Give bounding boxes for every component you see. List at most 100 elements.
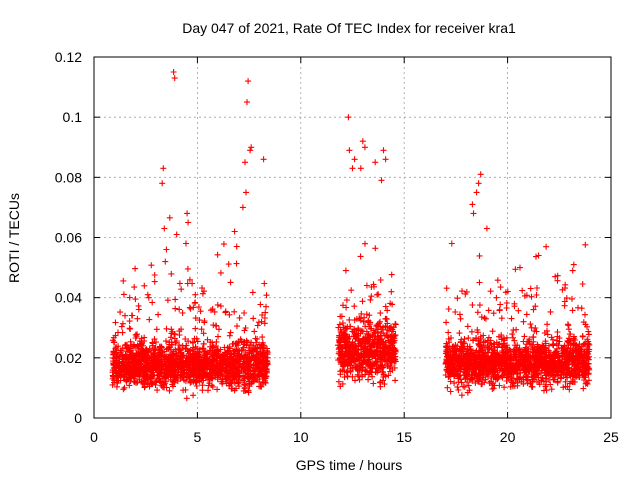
data-point xyxy=(368,293,375,300)
data-point xyxy=(392,377,399,384)
data-point xyxy=(259,339,266,346)
data-point xyxy=(242,366,249,373)
data-point xyxy=(263,358,269,364)
data-point xyxy=(489,386,496,392)
data-point xyxy=(247,357,254,364)
data-point xyxy=(528,383,535,390)
data-point xyxy=(467,356,474,363)
data-point xyxy=(234,356,241,362)
data-point xyxy=(554,379,561,386)
data-point xyxy=(494,376,501,383)
data-point xyxy=(519,287,526,294)
data-point xyxy=(454,295,461,302)
data-point xyxy=(392,320,399,327)
data-point xyxy=(479,368,486,375)
data-point xyxy=(476,252,483,259)
data-point xyxy=(566,331,573,338)
data-point xyxy=(189,280,196,287)
data-point xyxy=(502,350,509,357)
data-point xyxy=(338,344,345,351)
data-point xyxy=(544,321,551,328)
data-point xyxy=(362,334,369,341)
x-tick-label: 5 xyxy=(194,429,202,445)
data-point xyxy=(561,298,568,305)
data-point xyxy=(118,347,125,354)
data-point xyxy=(115,363,122,370)
data-point xyxy=(378,330,385,337)
data-point xyxy=(170,69,177,75)
data-point xyxy=(564,321,571,328)
data-point xyxy=(192,367,199,374)
data-point xyxy=(209,371,216,378)
data-point xyxy=(543,387,550,394)
data-point xyxy=(478,345,485,352)
data-point xyxy=(171,330,178,337)
data-point xyxy=(346,316,353,323)
data-point xyxy=(145,294,152,301)
data-point xyxy=(372,159,379,166)
data-point xyxy=(184,265,191,272)
data-point xyxy=(148,262,155,269)
data-point xyxy=(485,307,492,314)
data-point xyxy=(168,341,175,348)
data-point xyxy=(337,313,344,320)
data-point xyxy=(580,362,587,369)
data-point xyxy=(232,359,239,366)
data-point xyxy=(136,373,143,380)
y-tick-label: 0.08 xyxy=(55,169,82,185)
data-point xyxy=(533,253,539,260)
data-point xyxy=(226,332,233,339)
data-point xyxy=(238,338,245,344)
data-point xyxy=(264,347,270,354)
data-point xyxy=(173,356,180,362)
data-point xyxy=(159,384,166,391)
data-point xyxy=(358,327,365,334)
data-point xyxy=(206,375,213,382)
data-point xyxy=(125,356,131,363)
data-point xyxy=(501,337,508,344)
data-point xyxy=(360,346,367,353)
data-point xyxy=(183,346,189,353)
data-point xyxy=(132,335,139,341)
data-point xyxy=(473,189,480,196)
data-point xyxy=(458,392,465,399)
data-point xyxy=(516,353,523,360)
data-point xyxy=(497,284,504,291)
data-point xyxy=(239,346,246,353)
data-point xyxy=(457,348,464,355)
data-point xyxy=(251,366,258,372)
data-point xyxy=(476,302,483,309)
data-point xyxy=(562,365,569,371)
data-point xyxy=(376,320,383,327)
data-point xyxy=(198,377,205,384)
data-point xyxy=(445,306,452,312)
data-point xyxy=(122,312,128,319)
data-point xyxy=(500,342,507,349)
data-point xyxy=(584,365,591,371)
data-point xyxy=(360,328,366,335)
data-point xyxy=(183,395,190,402)
data-point xyxy=(335,378,342,385)
data-point xyxy=(530,368,537,375)
data-point xyxy=(113,353,120,360)
data-point xyxy=(464,379,471,386)
data-point xyxy=(469,365,476,372)
data-point xyxy=(534,341,541,348)
data-point xyxy=(367,343,374,350)
data-point xyxy=(192,359,199,366)
data-point xyxy=(516,346,523,353)
data-point xyxy=(171,75,178,82)
data-point xyxy=(564,339,571,345)
data-point xyxy=(558,344,565,351)
data-point xyxy=(443,359,450,366)
data-point xyxy=(186,348,193,354)
data-point xyxy=(345,343,352,349)
data-point xyxy=(462,290,469,297)
data-point xyxy=(389,351,396,358)
data-point xyxy=(176,342,183,348)
data-point xyxy=(173,338,180,344)
data-point xyxy=(248,353,255,360)
data-point xyxy=(582,241,589,248)
data-point xyxy=(110,348,117,355)
data-point xyxy=(254,336,261,342)
